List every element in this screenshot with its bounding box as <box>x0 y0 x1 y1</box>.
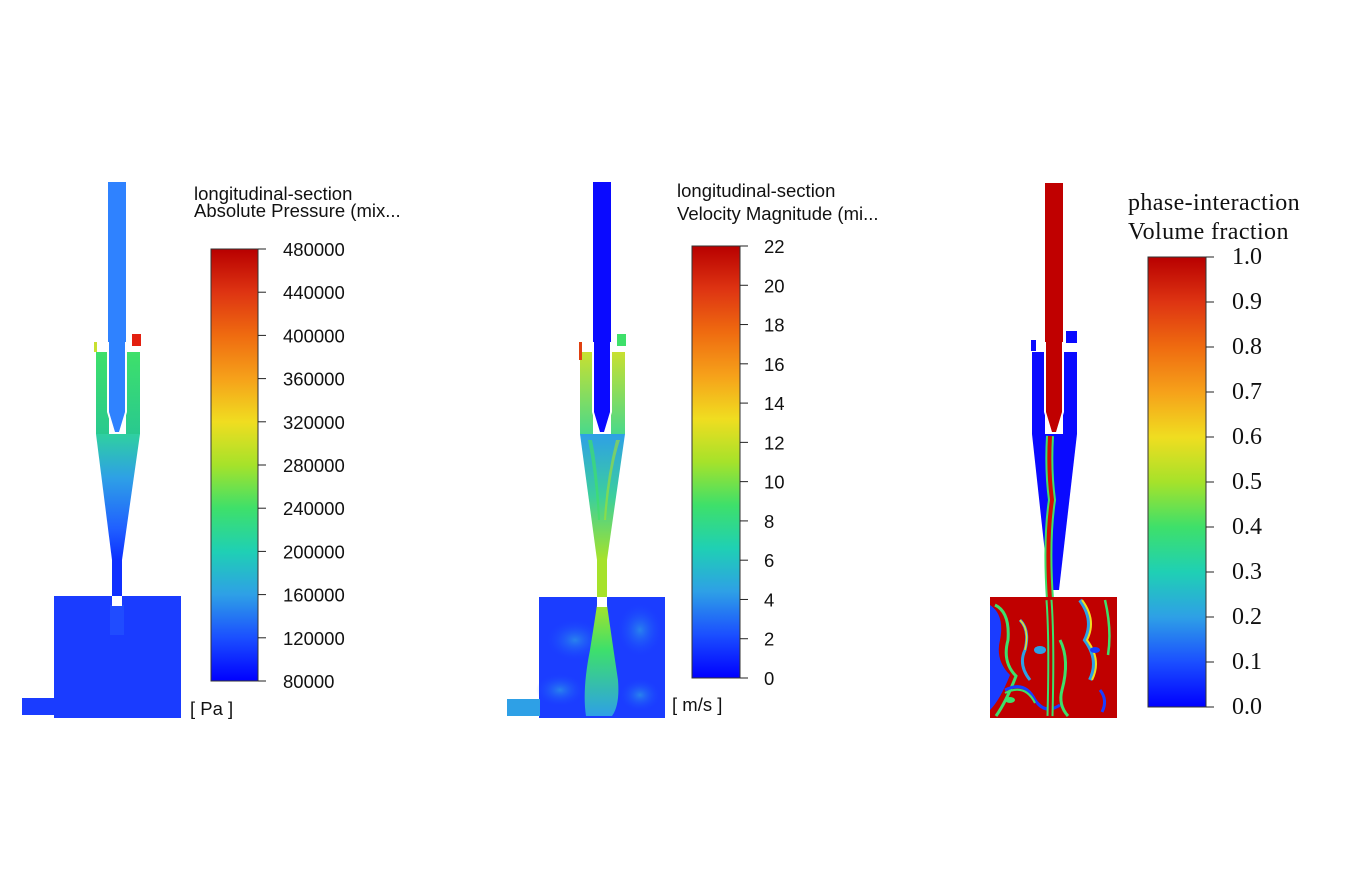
colorbar-tick-label: 200000 <box>283 541 345 562</box>
colorbar-tick-label: 22 <box>764 236 785 257</box>
legend-unit: [ m/s ] <box>672 694 722 715</box>
legend-title-line2: Absolute Pressure (mix... <box>194 200 401 221</box>
colorbar-tick-label: 8 <box>764 511 774 532</box>
colorbar-tick-label: 10 <box>764 472 785 493</box>
legend-title-line1: longitudinal-section <box>194 183 352 204</box>
colorbar-tick-label: 0.6 <box>1232 424 1262 450</box>
colorbar <box>1147 256 1207 708</box>
legend-unit: [ Pa ] <box>190 698 233 719</box>
colorbar <box>210 248 259 682</box>
legend-title-line1: longitudinal-section <box>677 180 835 201</box>
colorbar-tick-label: 240000 <box>283 498 345 519</box>
colorbar-tick-label: 0.5 <box>1232 469 1262 495</box>
colorbar <box>691 245 741 679</box>
colorbar-tick-label: 280000 <box>283 455 345 476</box>
legend-title-line2: Volume fraction <box>1128 219 1289 245</box>
colorbar-tick-label: 440000 <box>283 282 345 303</box>
colorbar-tick-label: 0.7 <box>1232 379 1262 405</box>
colorbar-tick-label: 80000 <box>283 671 334 692</box>
colorbar-tick-label: 320000 <box>283 412 345 433</box>
pressure-contour <box>22 182 181 718</box>
colorbar-tick-label: 4 <box>764 589 774 610</box>
volume-fraction-contour <box>990 183 1117 718</box>
legend-title-line2: Velocity Magnitude (mi... <box>677 203 879 224</box>
colorbar-tick-label: 0.0 <box>1232 694 1262 720</box>
colorbar-tick-label: 1.0 <box>1232 244 1262 270</box>
colorbar-tick-label: 0.4 <box>1232 514 1262 540</box>
legend-title-line1: phase-interaction <box>1128 190 1300 216</box>
colorbar-tick-label: 480000 <box>283 239 345 260</box>
colorbar-tick-label: 0.8 <box>1232 334 1262 360</box>
colorbar-tick-label: 6 <box>764 550 774 571</box>
colorbar-tick-label: 2 <box>764 629 774 650</box>
colorbar-tick-label: 14 <box>764 393 785 414</box>
colorbar-tick-label: 0.2 <box>1232 604 1262 630</box>
colorbar-tick-label: 12 <box>764 432 785 453</box>
velocity-contour <box>507 182 665 718</box>
colorbar-tick-label: 18 <box>764 315 785 336</box>
colorbar-tick-label: 0.3 <box>1232 559 1262 585</box>
colorbar-tick-label: 0.9 <box>1232 289 1262 315</box>
colorbar-tick-label: 0.1 <box>1232 649 1262 675</box>
colorbar-tick-label: 360000 <box>283 369 345 390</box>
colorbar-tick-label: 0 <box>764 668 774 689</box>
colorbar-tick-label: 160000 <box>283 585 345 606</box>
colorbar-tick-label: 16 <box>764 354 785 375</box>
colorbar-tick-label: 20 <box>764 275 785 296</box>
colorbar-tick-label: 120000 <box>283 628 345 649</box>
colorbar-tick-label: 400000 <box>283 325 345 346</box>
